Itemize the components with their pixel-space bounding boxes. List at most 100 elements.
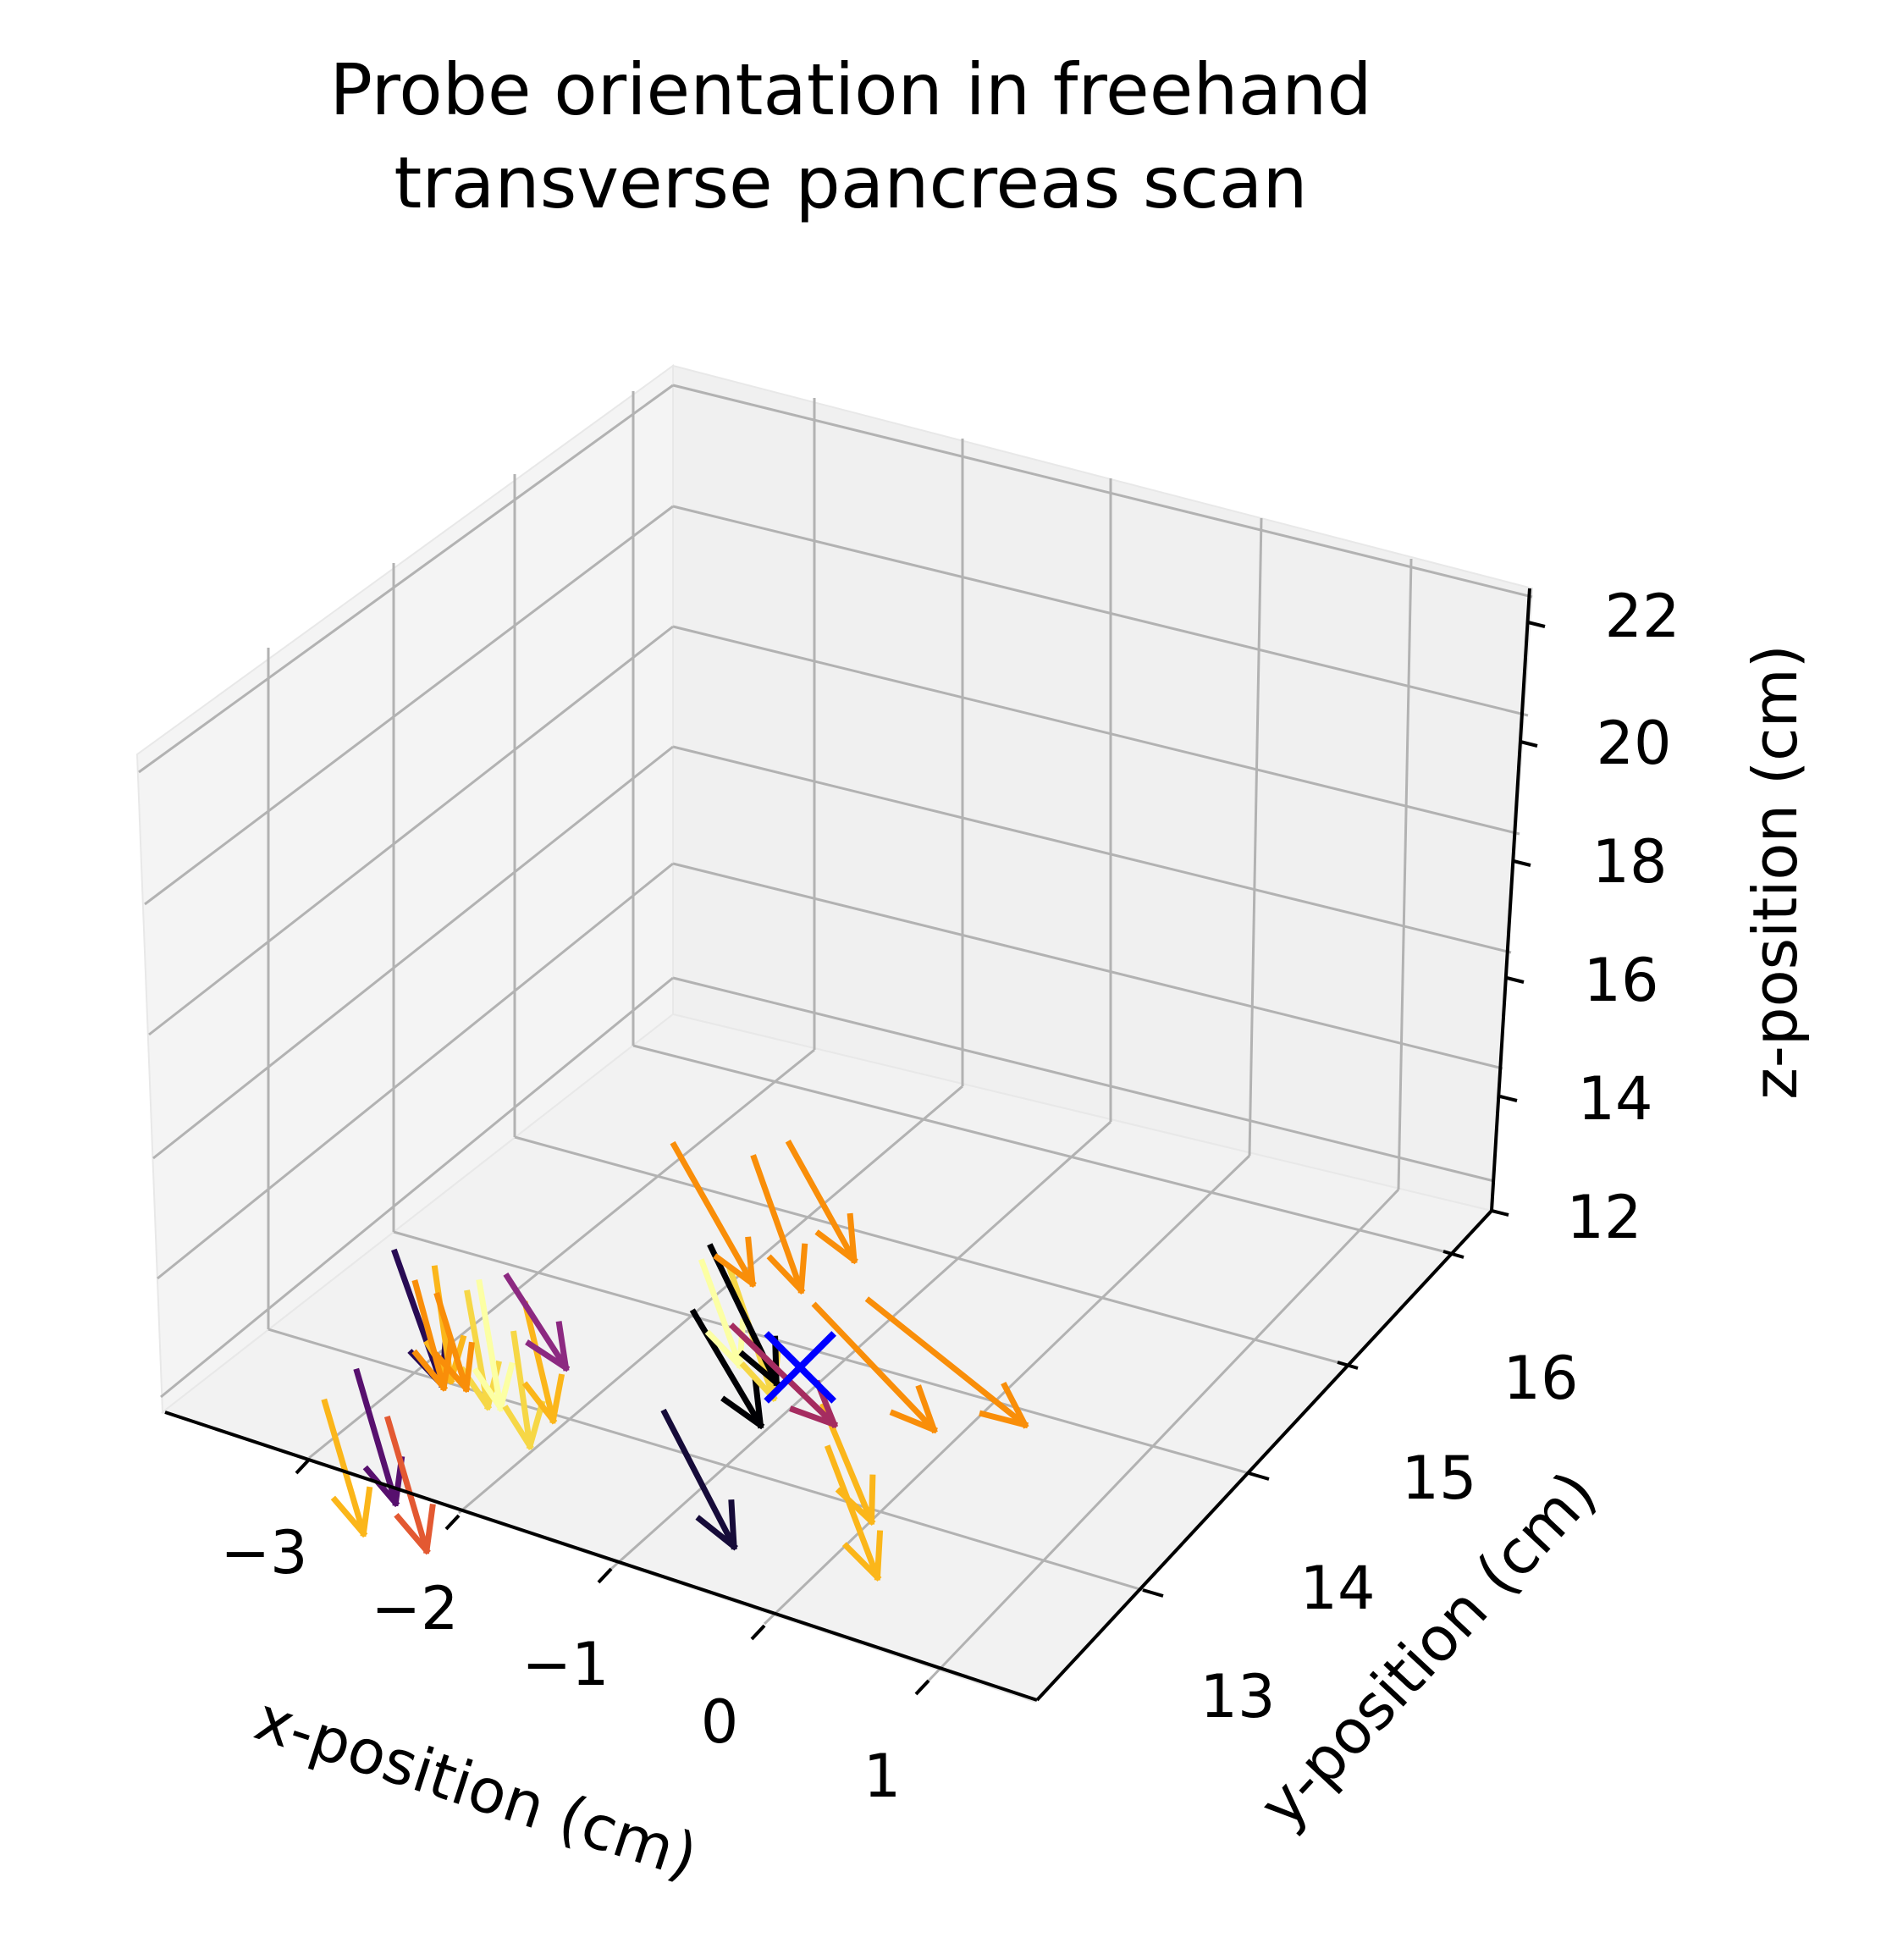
arrow-head — [521, 1381, 558, 1425]
arrow-head — [1001, 1381, 1029, 1429]
arrow-head — [555, 1321, 570, 1372]
arrow-shaft — [476, 1278, 504, 1409]
y-tick-label: 15 — [1401, 1444, 1476, 1513]
z-tick-label: 20 — [1596, 709, 1671, 778]
arrow-shaft — [689, 1308, 764, 1427]
x-tick-label: −2 — [371, 1574, 458, 1643]
arrow-head — [868, 1474, 876, 1525]
arrow-head — [330, 1495, 368, 1538]
quiver-arrow — [750, 1154, 808, 1295]
arrow-head — [889, 1409, 938, 1434]
arrow-shaft — [670, 1140, 755, 1285]
x-tick-label: −3 — [220, 1518, 307, 1587]
arrow-shaft — [383, 1416, 430, 1552]
arrow-head — [720, 1395, 765, 1430]
x-tick-label: 1 — [863, 1742, 902, 1811]
quiver-arrow — [521, 1300, 565, 1425]
arrow-head — [814, 1229, 858, 1265]
arrow-head — [525, 1339, 571, 1372]
quiver-arrow — [502, 1330, 546, 1450]
quiver-arrow — [824, 1444, 884, 1582]
y-tick-label: 14 — [1299, 1554, 1375, 1623]
arrow-shaft — [521, 1300, 556, 1422]
arrow-head — [497, 1361, 516, 1412]
y-tick-labels: 13 14 15 16 — [1200, 1344, 1578, 1731]
z-tick-label: 16 — [1583, 946, 1658, 1015]
arrow-head — [979, 1410, 1029, 1429]
arrow-head — [745, 1236, 756, 1287]
y-tick-label: 16 — [1503, 1344, 1578, 1413]
arrow-shaft — [824, 1444, 880, 1579]
chart-title-line-1: Probe orientation in freehand — [329, 48, 1371, 131]
quiver-arrow — [670, 1140, 757, 1288]
arrow-shaft — [321, 1398, 367, 1535]
arrow-head — [915, 1384, 938, 1434]
arrow-head — [472, 1366, 505, 1412]
y-axis — [1035, 1209, 1493, 1702]
x-tick-labels: −3 −2 −1 0 1 — [220, 1518, 901, 1811]
y-axis-label: y-position (cm) — [1245, 1457, 1610, 1841]
z-tick-labels: 12 14 16 18 20 22 — [1566, 582, 1680, 1252]
arrow-shaft — [503, 1273, 569, 1370]
arrow-head — [526, 1400, 546, 1450]
arrow-head — [394, 1512, 431, 1555]
quiver-arrow — [321, 1398, 373, 1538]
arrow-head — [797, 1243, 808, 1294]
arrow-head — [360, 1486, 373, 1538]
quiver-arrow — [660, 1408, 738, 1551]
z-tick-label: 22 — [1604, 582, 1680, 651]
arrow-shaft — [811, 1301, 936, 1433]
arrow-head — [704, 1329, 744, 1370]
arrow-shaft — [411, 1279, 447, 1389]
arrow-shaft — [660, 1408, 737, 1549]
arrow-head — [695, 1515, 738, 1551]
grid-lines — [138, 384, 1533, 1682]
z-tick-label: 18 — [1591, 827, 1667, 897]
x-axis-label: x-position (cm) — [247, 1682, 706, 1892]
chart-title-line-2: transverse pancreas scan — [394, 141, 1307, 224]
arrow-shaft — [510, 1330, 533, 1447]
z-tick-label: 14 — [1577, 1064, 1652, 1134]
quiver-arrow — [689, 1308, 765, 1430]
x-tick-label: 0 — [701, 1687, 739, 1757]
quiver-arrow — [383, 1416, 436, 1555]
arrow-shaft — [353, 1367, 399, 1505]
arrow-shaft — [729, 1322, 836, 1427]
arrow-head — [502, 1405, 534, 1450]
x-tick-label: −1 — [521, 1630, 609, 1699]
arrow-head — [739, 1361, 778, 1403]
arrow-head — [738, 1350, 781, 1388]
arrow-shaft — [750, 1154, 804, 1292]
arrow-head — [713, 1253, 757, 1288]
arrow-head — [736, 1318, 747, 1369]
quiver-arrow — [785, 1140, 858, 1265]
arrow-head — [847, 1212, 858, 1264]
quiver-arrow — [472, 1278, 516, 1412]
z-tick-label: 12 — [1566, 1183, 1641, 1252]
target-marker — [764, 1331, 836, 1404]
x-axis — [164, 1411, 1038, 1702]
quiver-arrow — [503, 1273, 571, 1372]
arrow-head — [362, 1465, 400, 1508]
arrow-head — [462, 1341, 475, 1393]
arrow-head — [728, 1499, 737, 1550]
quiver-arrow — [811, 1301, 938, 1434]
arrow-head — [841, 1542, 882, 1582]
z-axis — [1490, 588, 1546, 1217]
arrow-head — [752, 1378, 764, 1429]
arrow-head — [423, 1503, 436, 1554]
arrow-head — [766, 1254, 806, 1295]
y-tick-label: 13 — [1200, 1662, 1275, 1731]
arrow-head — [874, 1530, 884, 1581]
arrow-shaft — [698, 1258, 743, 1366]
axis-panes — [135, 364, 1534, 1703]
arrows-layer — [321, 1140, 1029, 1582]
quiver-arrow — [864, 1296, 1029, 1429]
z-axis-label: z-position (cm) — [1740, 644, 1811, 1100]
arrow-shaft — [433, 1292, 470, 1390]
arrow-shaft — [785, 1140, 857, 1262]
arrow-head — [411, 1349, 449, 1392]
target-marker-stroke — [764, 1331, 836, 1404]
quiver-arrow — [433, 1292, 475, 1394]
